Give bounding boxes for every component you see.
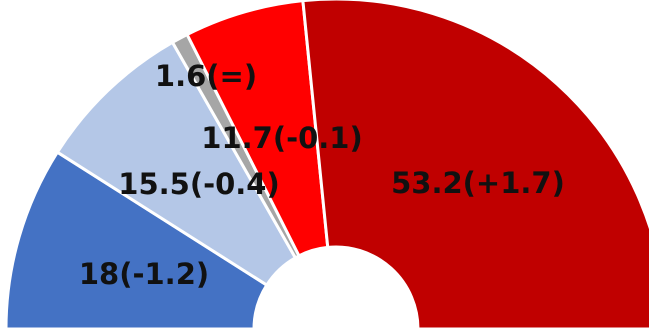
chart-slice-0 (4, 150, 269, 329)
chart-data-label-1: 15.5(-0.4) (118, 167, 279, 201)
chart-slice-3 (185, 0, 330, 258)
chart-slice-1 (55, 40, 298, 288)
chart-data-label-0: 18(-1.2) (79, 257, 209, 291)
chart-slices (4, 0, 649, 329)
chart-data-labels: 18(-1.2) 15.5(-0.4) 1.6(=) 11.7(-0.1) 53.2(+… (79, 59, 565, 291)
chart-data-label-3: 11.7(-0.1) (201, 121, 362, 155)
chart-data-label-4: 53.2(+1.7) (391, 166, 565, 200)
chart-data-label-2: 1.6(=) (155, 59, 257, 93)
chart-slice-4 (301, 0, 649, 329)
